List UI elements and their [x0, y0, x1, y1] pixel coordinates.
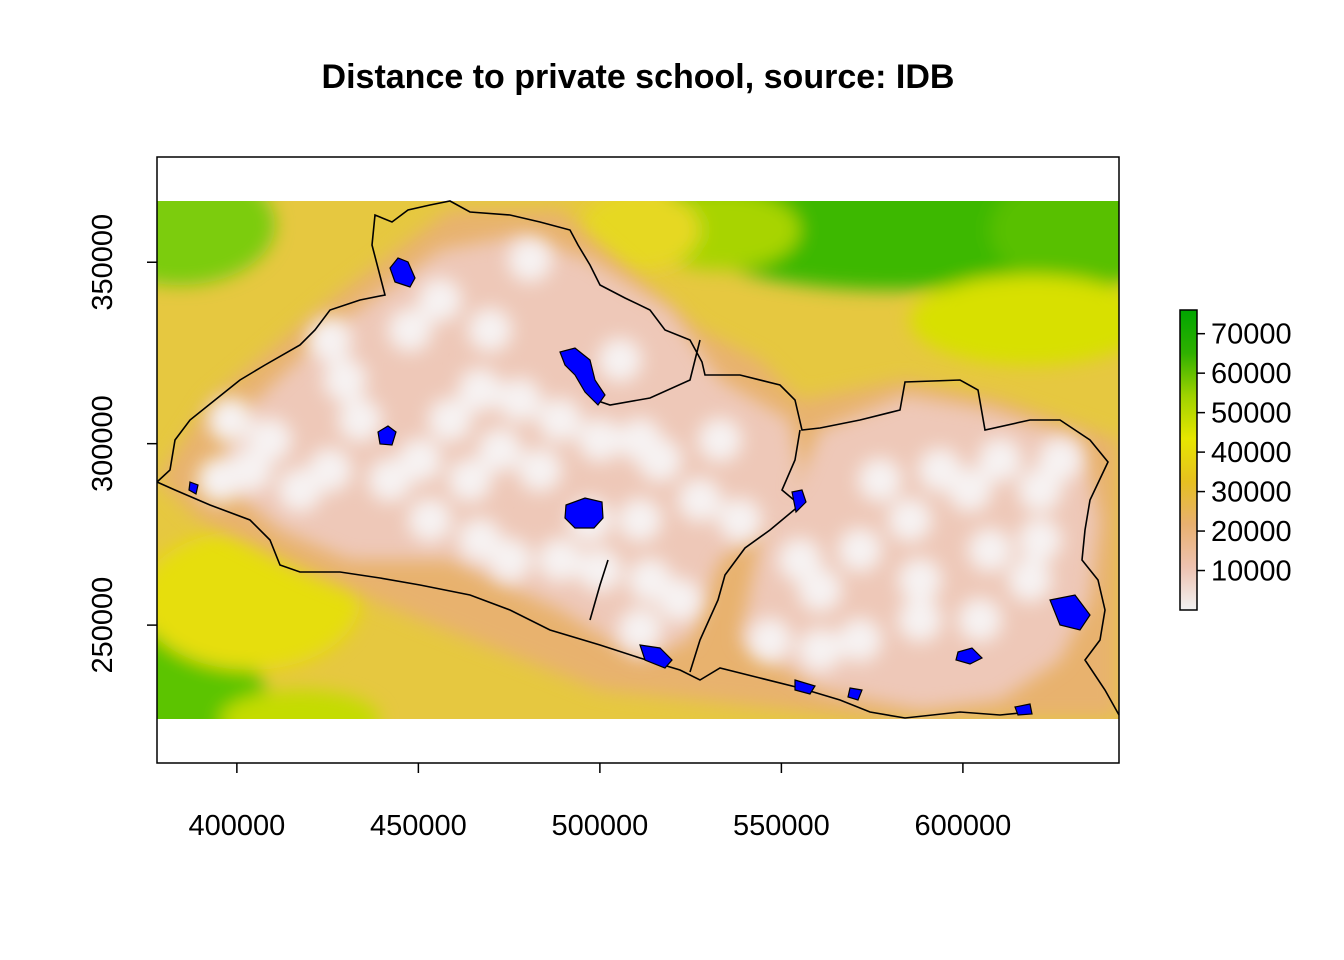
x-axis: 400000 450000 500000 550000 600000: [188, 763, 1011, 842]
distance-raster: [157, 201, 1119, 719]
near-school-spot: [948, 468, 992, 512]
water-body: [847, 687, 863, 701]
water-body: [639, 644, 673, 669]
legend-colorbar: [1179, 309, 1198, 611]
near-school-spot: [838, 618, 882, 662]
water-body: [564, 497, 604, 529]
water-body: [559, 347, 606, 406]
legend-tick-label: 60000: [1211, 358, 1292, 390]
near-school-spot: [578, 548, 622, 592]
near-school-spot: [858, 458, 902, 502]
near-school-spot: [718, 498, 762, 542]
legend-tick-label: 20000: [1211, 516, 1292, 548]
map-title: Distance to private school, source: IDB: [321, 58, 955, 96]
near-school-spot: [798, 628, 842, 672]
water-body: [1049, 594, 1091, 631]
water-body: [791, 489, 807, 514]
near-school-spot: [678, 478, 722, 522]
near-school-spot: [468, 308, 512, 352]
water-body: [188, 481, 199, 495]
near-school-spot: [968, 528, 1012, 572]
near-school-spot: [658, 578, 702, 622]
near-school-spot: [888, 498, 932, 542]
water-bodies: [188, 257, 1091, 716]
near-school-spot: [198, 458, 242, 502]
near-school-spot: [428, 398, 472, 442]
near-school-spot: [538, 398, 582, 442]
near-school-spot: [478, 428, 522, 472]
near-school-spot: [458, 368, 502, 412]
near-school-spot: [798, 568, 842, 612]
near-school-spot: [638, 438, 682, 482]
near-school-spot: [748, 618, 792, 662]
near-school-spot: [508, 238, 552, 282]
near-school-spot: [838, 528, 882, 572]
near-school-spot: [898, 558, 942, 602]
legend-tick-label: 30000: [1211, 477, 1292, 509]
near-school-spot: [1018, 518, 1062, 562]
water-body: [377, 425, 397, 446]
near-school-spot: [323, 358, 367, 402]
water-body: [955, 647, 984, 665]
plot-frame: [156, 156, 1120, 764]
near-school-spot: [1018, 468, 1062, 512]
near-school-spot: [278, 468, 322, 512]
near-school-spot: [518, 448, 562, 492]
near-school-spot: [618, 608, 662, 652]
near-school-spot: [208, 398, 252, 442]
near-school-spot: [448, 458, 492, 502]
near-school-spot: [978, 438, 1022, 482]
near-school-spot: [498, 378, 542, 422]
near-school-spot: [398, 438, 442, 482]
water-body: [1014, 703, 1033, 716]
legend-tick-label: 10000: [1211, 556, 1292, 588]
legend-tick-label: 50000: [1211, 398, 1292, 430]
legend-tick-label: 40000: [1211, 437, 1292, 469]
water-body: [389, 257, 416, 288]
near-school-spot: [958, 598, 1002, 642]
near-school-spot: [338, 398, 382, 442]
y-tick-label: 300000: [87, 395, 119, 492]
color-legend: 10000 20000 30000 40000 50000 60000 70000: [1179, 309, 1292, 611]
near-school-spot: [408, 498, 452, 542]
near-school-spot: [578, 418, 622, 462]
country-boundary: [156, 200, 1120, 719]
near-school-spot: [698, 418, 742, 462]
x-tick-label: 500000: [551, 810, 648, 842]
x-tick-label: 600000: [915, 810, 1012, 842]
near-school-spot: [618, 498, 662, 542]
legend-tick-label: 70000: [1211, 319, 1292, 351]
x-tick-label: 400000: [188, 810, 285, 842]
y-tick-label: 350000: [87, 214, 119, 311]
near-school-spot: [308, 318, 352, 362]
near-school-spot: [488, 538, 532, 582]
y-axis: 250000 300000 350000: [87, 214, 157, 674]
near-school-spot: [898, 598, 942, 642]
water-body: [794, 679, 816, 695]
near-school-spot: [418, 278, 462, 322]
near-school-spot: [1008, 558, 1052, 602]
near-school-spot: [598, 338, 642, 382]
y-tick-label: 250000: [87, 577, 119, 674]
near-school-spot: [388, 308, 432, 352]
near-school-spot: [538, 538, 582, 582]
x-tick-label: 550000: [733, 810, 830, 842]
x-tick-label: 450000: [370, 810, 467, 842]
